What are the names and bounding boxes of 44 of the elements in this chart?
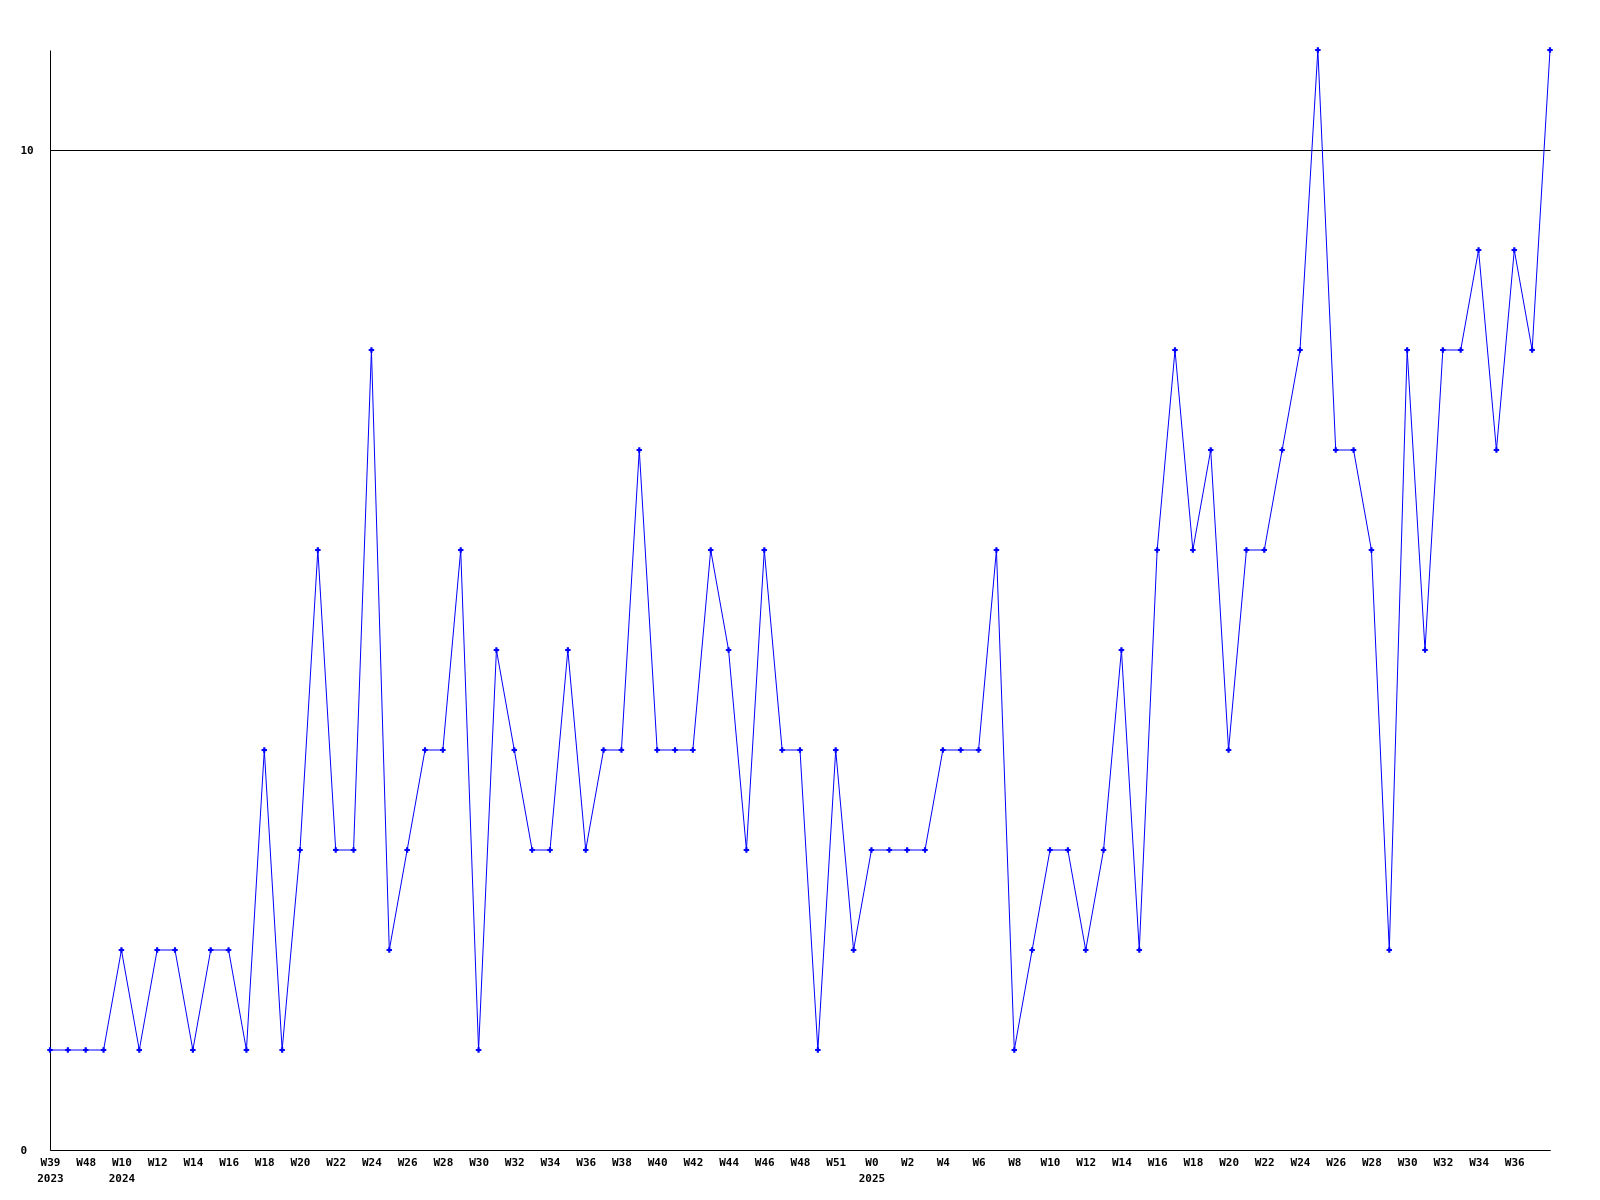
x-tick-label: W34 (540, 1155, 561, 1169)
x-tick-label: W32 (1433, 1155, 1454, 1169)
x-tick-label: W24 (1290, 1155, 1311, 1169)
x-tick-label: W26 (1326, 1155, 1347, 1169)
x-tick-label: W24 (361, 1155, 383, 1169)
x-tick-label: W40 (647, 1155, 668, 1169)
x-tick-label: W12 (147, 1155, 168, 1169)
x-tick-label: W30 (469, 1155, 490, 1169)
x-tick-label: W6 (972, 1155, 987, 1169)
x-tick-label: W46 (754, 1155, 776, 1169)
x-tick-label: W8 (1008, 1155, 1022, 1169)
x-tick-label: W4 (936, 1155, 951, 1169)
x-tick-label: W44 (719, 1155, 740, 1169)
x-tick-label: W16 (1147, 1155, 1168, 1169)
x-tick-label: W20 (1219, 1155, 1240, 1169)
x-tick-label: W0 2025 (858, 1155, 886, 1185)
x-tick-label: W22 (1254, 1155, 1275, 1169)
x-tick-label: W51 (826, 1155, 847, 1169)
x-tick-label: W18 (1183, 1155, 1204, 1169)
x-tick-label: W16 (219, 1155, 240, 1169)
y-tick-label: 0 (20, 1143, 28, 1157)
x-tick-label: W36 (1504, 1155, 1526, 1169)
x-tick-label: W12 (1076, 1155, 1097, 1169)
x-tick-label: W18 (254, 1155, 275, 1169)
x-tick-label: W48 (76, 1155, 97, 1169)
x-tick-label: W38 (611, 1155, 632, 1169)
x-tick-label: W32 (504, 1155, 525, 1169)
x-tick-label: W42 (683, 1155, 704, 1169)
x-tick-label: W20 (290, 1155, 311, 1169)
x-tick-label: W2 (901, 1155, 915, 1169)
x-tick-label: W14 (1111, 1155, 1133, 1169)
x-tick-label: W30 (1397, 1155, 1418, 1169)
x-tick-label: W10 (1040, 1155, 1061, 1169)
x-tick-label: W36 (576, 1155, 597, 1169)
x-tick-label: W48 (790, 1155, 811, 1169)
x-tick-label: W34 (1469, 1155, 1490, 1169)
x-tick-label: W26 (397, 1155, 418, 1169)
x-tick-label: W39 2023 (37, 1155, 64, 1185)
x-tick-label: W14 (183, 1155, 204, 1169)
x-tick-label: W28 (433, 1155, 454, 1169)
x-tick-label: W22 (326, 1155, 347, 1169)
x-tick-label: W10 2024 (108, 1155, 136, 1185)
y-tick-label: 10 (20, 143, 34, 157)
x-tick-label: W28 (1361, 1155, 1382, 1169)
